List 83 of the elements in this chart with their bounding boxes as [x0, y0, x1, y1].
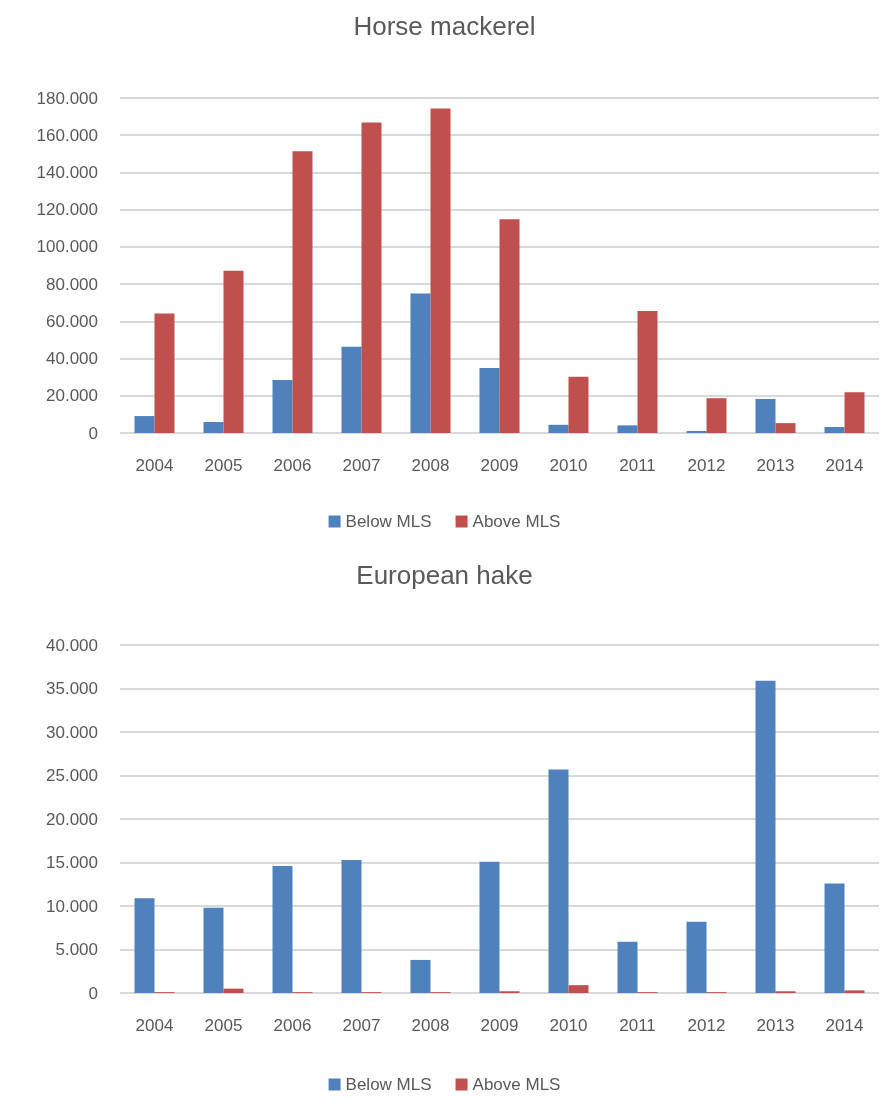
x-tick-label: 2006 — [273, 1016, 312, 1035]
bar — [341, 346, 362, 433]
y-tick-label: 140.000 — [36, 162, 98, 182]
x-tick-label: 2007 — [342, 456, 381, 475]
bar — [548, 424, 569, 433]
bar — [824, 883, 845, 993]
y-tick-label: 40.000 — [46, 635, 98, 655]
x-tick-label: 2013 — [756, 1016, 795, 1035]
legend-label: Above MLS — [472, 512, 561, 531]
bar — [775, 423, 796, 433]
y-tick-label: 10.000 — [46, 896, 98, 916]
chart-title: Horse mackerel — [353, 11, 536, 41]
bar — [134, 898, 155, 993]
x-tick-label: 2012 — [687, 1016, 726, 1035]
bar — [410, 293, 431, 433]
bar — [548, 769, 569, 993]
y-tick-label: 180.000 — [36, 88, 98, 108]
y-tick-label: 30.000 — [46, 722, 98, 742]
x-tick-label: 2008 — [411, 456, 450, 475]
bar — [154, 313, 175, 433]
x-tick-label: 2004 — [135, 456, 174, 475]
x-tick-label: 2007 — [342, 1016, 381, 1035]
bar — [686, 430, 707, 433]
x-tick-label: 2008 — [411, 1016, 450, 1035]
y-tick-label: 100.000 — [36, 237, 98, 257]
bar — [706, 398, 727, 433]
x-tick-label: 2014 — [825, 456, 864, 475]
y-tick-label: 25.000 — [46, 766, 98, 785]
x-tick-label: 2009 — [480, 1016, 519, 1035]
chart-title: European hake — [356, 560, 533, 590]
y-tick-label: 60.000 — [46, 311, 98, 331]
x-tick-label: 2014 — [825, 1016, 864, 1035]
y-tick-label: 20.000 — [46, 386, 98, 406]
x-tick-label: 2009 — [480, 456, 519, 475]
bar — [203, 422, 224, 433]
bar — [272, 865, 293, 993]
y-tick-label: 80.000 — [46, 274, 98, 294]
bar — [479, 861, 500, 993]
y-tick-label: 160.000 — [36, 125, 98, 145]
bar — [844, 990, 865, 993]
bar — [203, 907, 224, 993]
x-tick-label: 2013 — [756, 456, 795, 475]
x-tick-label: 2012 — [687, 456, 726, 475]
x-tick-label: 2005 — [204, 1016, 243, 1035]
bar — [617, 425, 638, 433]
bar — [223, 988, 244, 993]
bar — [617, 941, 638, 993]
bar — [499, 219, 520, 433]
bar — [637, 311, 658, 433]
x-tick-label: 2010 — [549, 456, 588, 475]
bar — [292, 151, 313, 433]
legend-label: Below MLS — [345, 1075, 432, 1094]
bar — [410, 959, 431, 993]
y-tick-label: 0 — [88, 423, 98, 443]
bar — [341, 859, 362, 993]
bar — [568, 376, 589, 433]
y-tick-label: 15.000 — [46, 853, 98, 872]
x-tick-label: 2011 — [619, 456, 656, 475]
y-tick-label: 40.000 — [46, 349, 98, 369]
y-tick-label: 20.000 — [46, 809, 98, 829]
bar — [844, 392, 865, 433]
bar — [824, 427, 845, 433]
y-tick-label: 35.000 — [46, 679, 98, 698]
x-tick-label: 2010 — [549, 1016, 588, 1035]
bar — [479, 368, 500, 433]
x-tick-label: 2006 — [273, 456, 312, 475]
y-tick-label: 5.000 — [55, 940, 98, 959]
legend-label: Below MLS — [345, 512, 432, 531]
bar — [272, 379, 293, 433]
bar — [223, 270, 244, 433]
x-tick-label: 2005 — [204, 456, 243, 475]
x-tick-label: 2011 — [619, 1016, 656, 1035]
bar — [755, 680, 776, 993]
bar — [568, 985, 589, 993]
bar — [686, 921, 707, 993]
bar — [361, 122, 382, 433]
x-tick-label: 2004 — [135, 1016, 174, 1035]
legend-label: Above MLS — [472, 1075, 561, 1094]
y-tick-label: 0 — [88, 983, 98, 1003]
bar — [430, 108, 451, 433]
y-tick-label: 120.000 — [36, 200, 98, 220]
bar — [755, 398, 776, 433]
bar — [134, 416, 155, 433]
